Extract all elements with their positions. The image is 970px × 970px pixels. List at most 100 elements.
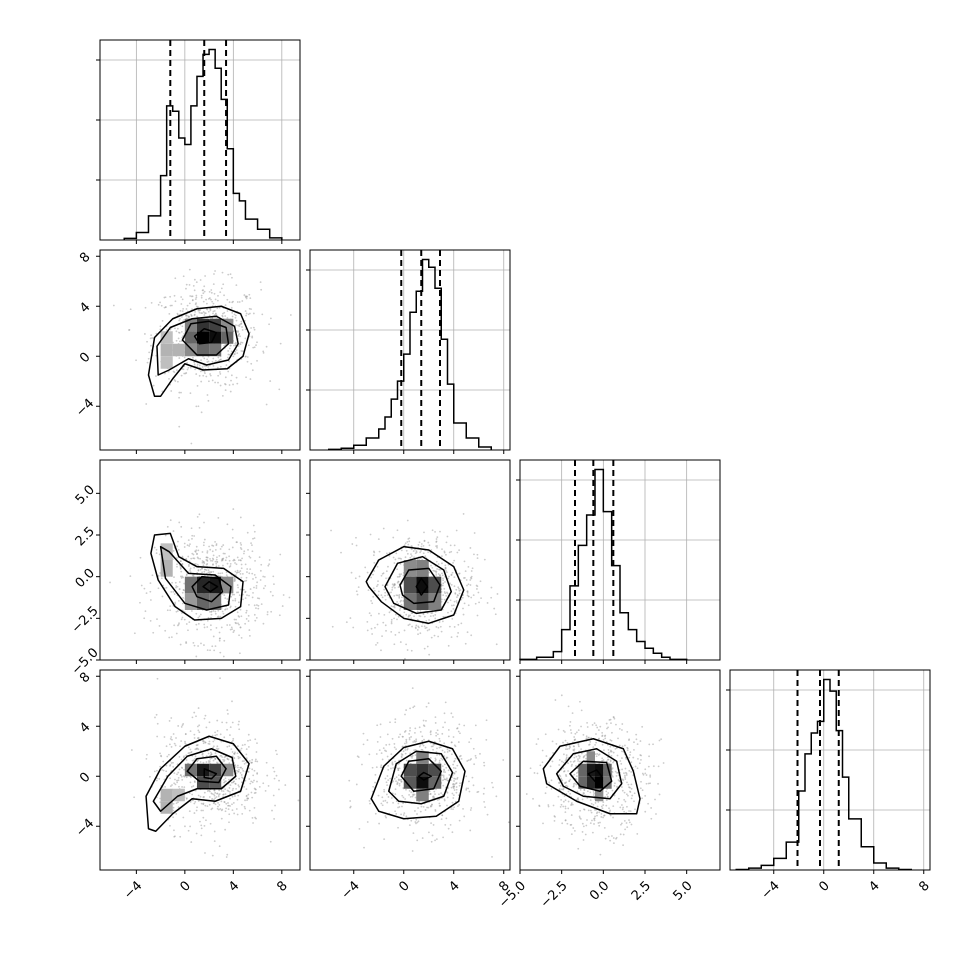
scatter-point: [624, 774, 626, 777]
scatter-point: [567, 790, 570, 793]
scatter-point: [173, 782, 176, 785]
scatter-point: [206, 560, 209, 562]
scatter-point: [443, 587, 446, 590]
scatter-point: [453, 600, 456, 603]
scatter-point: [251, 796, 254, 799]
scatter-point: [219, 615, 222, 618]
scatter-point: [458, 587, 460, 590]
scatter-point: [214, 540, 216, 543]
scatter-point: [206, 562, 209, 565]
scatter-point: [381, 796, 384, 799]
scatter-point: [595, 755, 598, 758]
scatter-point: [235, 618, 237, 621]
scatter-point: [224, 828, 227, 831]
scatter-point: [410, 791, 413, 794]
scatter-point: [246, 531, 249, 534]
scatter-point: [411, 795, 414, 798]
scatter-point: [185, 558, 188, 560]
scatter-point: [586, 726, 589, 728]
scatter-point: [234, 316, 237, 319]
scatter-point: [210, 628, 212, 631]
scatter-point: [216, 556, 218, 559]
scatter-point: [476, 553, 479, 556]
scatter-point: [592, 790, 595, 793]
scatter-point: [222, 312, 224, 315]
scatter-point: [370, 614, 372, 617]
scatter-point: [581, 822, 584, 825]
scatter-point: [216, 366, 219, 369]
scatter-point: [204, 568, 206, 571]
scatter-point: [590, 802, 593, 805]
scatter-point: [171, 581, 174, 584]
scatter-point: [179, 309, 182, 312]
scatter-point: [453, 576, 456, 579]
scatter-point: [647, 782, 650, 785]
scatter-point: [385, 577, 387, 580]
scatter-point: [404, 657, 406, 660]
scatter-point: [382, 800, 385, 803]
scatter-point: [170, 390, 173, 392]
scatter-point: [270, 317, 272, 320]
scatter-point: [237, 335, 240, 337]
scatter-point: [608, 719, 611, 721]
scatter-point: [629, 751, 632, 754]
scatter-point: [384, 815, 387, 817]
scatter-point: [159, 797, 162, 800]
scatter-point: [404, 556, 407, 559]
scatter-point: [600, 816, 603, 818]
scatter-point: [220, 545, 223, 548]
scatter-point: [619, 833, 622, 836]
scatter-point: [562, 729, 565, 732]
scatter-point: [361, 763, 363, 766]
scatter-point: [442, 594, 445, 597]
scatter-point: [203, 541, 205, 544]
scatter-point: [640, 758, 642, 761]
scatter-point: [440, 555, 443, 558]
scatter-point: [350, 571, 353, 574]
scatter-point: [169, 785, 172, 788]
scatter-point: [352, 626, 355, 629]
scatter-point: [402, 802, 404, 805]
scatter-point: [539, 764, 542, 767]
scatter-point: [460, 622, 463, 625]
scatter-point: [626, 747, 629, 750]
scatter-point: [654, 798, 656, 801]
scatter-point: [411, 625, 413, 628]
scatter-point: [432, 824, 435, 826]
scatter-point: [609, 814, 612, 817]
scatter-point: [243, 762, 246, 765]
scatter-point: [241, 300, 244, 302]
scatter-point: [188, 565, 190, 567]
scatter-point: [252, 774, 255, 777]
scatter-point: [191, 299, 194, 302]
scatter-point: [211, 797, 214, 800]
scatter-point: [442, 577, 444, 580]
scatter-point: [395, 552, 398, 555]
scatter-point: [278, 779, 280, 782]
density-cell: [160, 543, 173, 560]
scatter-point: [466, 584, 468, 587]
scatter-point: [657, 782, 659, 785]
scatter-point: [144, 306, 147, 309]
scatter-point: [240, 576, 243, 579]
scatter-point: [222, 778, 225, 781]
density-panel-1-3: −4 0 4 8: [306, 669, 513, 903]
scatter-point: [193, 314, 196, 317]
scatter-point: [573, 756, 576, 759]
scatter-point: [166, 755, 169, 758]
scatter-point: [185, 287, 187, 290]
scatter-point: [217, 356, 220, 359]
scatter-point: [462, 613, 465, 616]
scatter-point: [239, 572, 242, 575]
scatter-point: [231, 311, 234, 314]
scatter-point: [203, 370, 206, 373]
scatter-point: [483, 800, 486, 803]
scatter-point: [244, 807, 247, 810]
scatter-point: [185, 372, 188, 374]
scatter-point: [408, 738, 411, 741]
scatter-point: [193, 802, 196, 805]
scatter-point: [220, 358, 222, 361]
scatter-point: [577, 847, 580, 850]
scatter-point: [417, 633, 419, 636]
scatter-point: [585, 737, 588, 740]
